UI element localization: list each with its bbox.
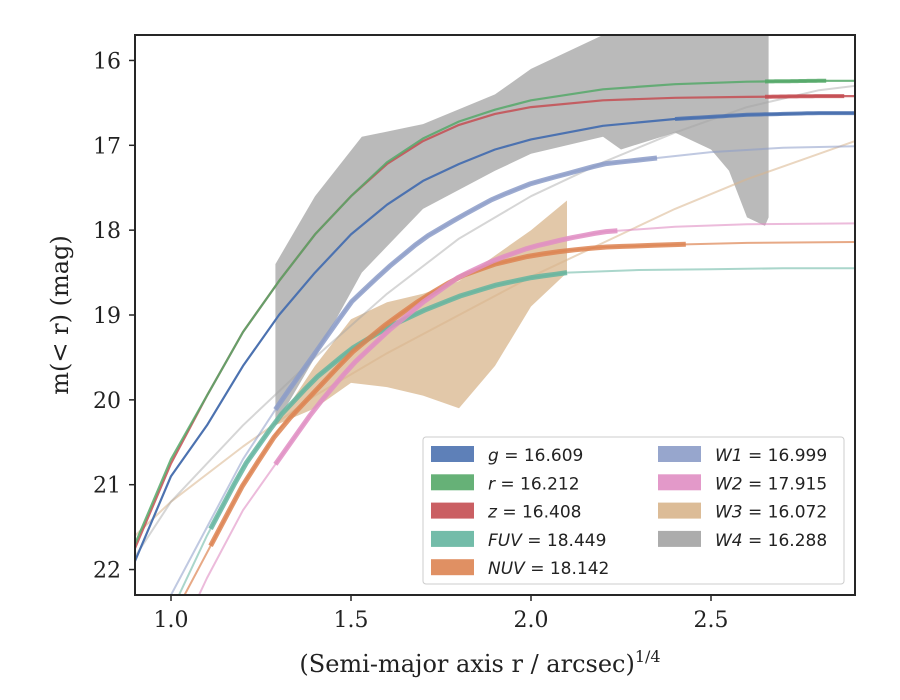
- legend-label: NUV = 18.142: [488, 559, 609, 579]
- profile-g: [674, 111, 855, 121]
- legend: g = 16.609 r = 16.212 z = 16.408 FUV = 18.4…: [422, 436, 845, 585]
- legend-label: r = 16.212: [488, 474, 580, 494]
- curve-r: [135, 79, 855, 545]
- y-axis-label: m(< r) (mag): [46, 235, 74, 394]
- x-axis-label: (Semi-major axis r / arcsec)1/4: [299, 647, 660, 678]
- legend-item-z: z = 16.408: [431, 503, 581, 523]
- legend-swatch: [658, 530, 701, 547]
- legend-label: z = 16.408: [487, 503, 581, 523]
- legend-label: W4 = 16.288: [715, 531, 827, 551]
- legend-label: W2 = 17.915: [715, 474, 827, 494]
- curve-w4: [135, 84, 855, 558]
- profile-z: [765, 94, 845, 99]
- legend-item-w1: W1 = 16.999: [658, 446, 827, 466]
- plot-area: [135, 35, 855, 595]
- x-axis-label-superscript: 1/4: [635, 647, 661, 666]
- legend-swatch: [431, 474, 474, 491]
- legend-swatch: [658, 446, 701, 462]
- legend-swatch: [431, 446, 474, 462]
- legend-label: W3 = 16.072: [715, 503, 827, 523]
- x-tick-label: 1.0: [154, 608, 189, 633]
- profile-r: [764, 78, 827, 84]
- legend-swatch: [431, 502, 474, 519]
- legend-swatch: [431, 530, 474, 547]
- y-tick-label: 18: [93, 219, 121, 244]
- legend-swatch: [431, 559, 474, 576]
- profile-fuv: [208, 270, 568, 530]
- legend-item-w4: W4 = 16.288: [658, 530, 827, 551]
- profile-w1: [273, 155, 658, 412]
- axis-ticks: 1.0 1.5 2.0 2.5 16 17 18 19 20 21 22: [93, 49, 729, 633]
- legend-item-w3: W3 = 16.072: [658, 503, 827, 523]
- x-tick-label: 2.0: [514, 608, 549, 633]
- x-tick-label: 1.5: [334, 608, 369, 633]
- legend-box: [422, 436, 845, 585]
- legend-item-r: r = 16.212: [431, 474, 580, 494]
- legend-item-fuv: FUV = 18.449: [431, 530, 606, 551]
- x-tick-label: 2.5: [694, 608, 729, 633]
- y-tick-label: 20: [93, 389, 121, 414]
- legend-item-g: g = 16.609: [431, 446, 583, 466]
- legend-label: g = 16.609: [488, 446, 583, 466]
- curve-w3: [135, 140, 855, 537]
- legend-label: W1 = 16.999: [715, 446, 827, 466]
- y-tick-label: 19: [93, 304, 121, 329]
- legend-swatch: [658, 502, 701, 519]
- y-tick-label: 22: [93, 559, 121, 584]
- band-w4: [275, 35, 769, 426]
- profile-w2: [273, 228, 618, 466]
- y-tick-label: 17: [93, 134, 121, 159]
- legend-item-nuv: NUV = 18.142: [431, 559, 609, 579]
- legend-item-w2: W2 = 17.915: [658, 474, 827, 494]
- y-tick-label: 16: [93, 49, 121, 74]
- y-tick-label: 21: [93, 474, 121, 499]
- legend-swatch: [658, 474, 701, 491]
- legend-label: FUV = 18.449: [488, 531, 606, 551]
